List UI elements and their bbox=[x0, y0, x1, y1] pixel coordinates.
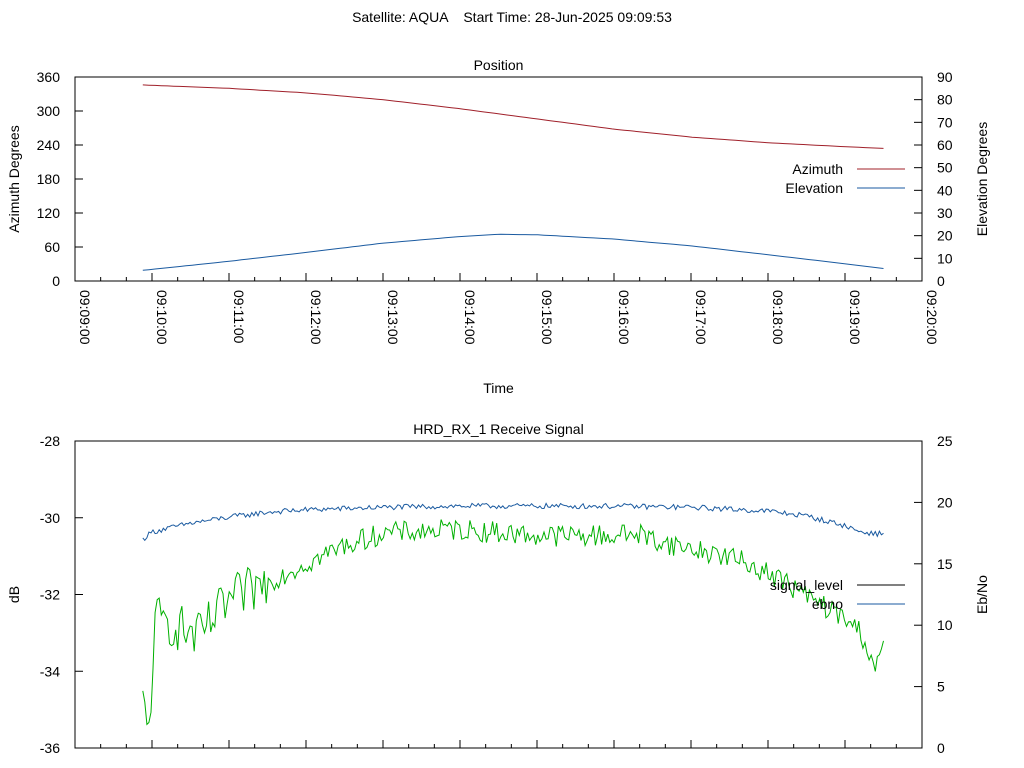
y-tick-label-right: 60 bbox=[937, 137, 953, 153]
y-tick-label-left: -28 bbox=[40, 433, 60, 449]
y-tick-label-left: 360 bbox=[37, 69, 61, 85]
y-tick-label-left: 300 bbox=[37, 103, 61, 119]
page-title: Satellite: AQUA Start Time: 28-Jun-2025 … bbox=[352, 9, 672, 25]
x-tick-label: 09:16:00 bbox=[616, 290, 632, 345]
x-tick-label: 09:13:00 bbox=[385, 290, 401, 345]
y-tick-label-right: 50 bbox=[937, 160, 953, 176]
y-tick-label-right: 10 bbox=[937, 250, 953, 266]
x-tick-label: 09:14:00 bbox=[462, 290, 478, 345]
y-tick-label-right: 0 bbox=[937, 273, 945, 289]
y-tick-label-left: 120 bbox=[37, 205, 61, 221]
y-tick-label-left: -36 bbox=[40, 740, 60, 756]
y-tick-label-left: -32 bbox=[40, 587, 60, 603]
legend-label: ebno bbox=[812, 596, 843, 612]
y-tick-label-left: 240 bbox=[37, 137, 61, 153]
x-tick-label: 09:19:00 bbox=[847, 290, 863, 345]
y-tick-label-right: 40 bbox=[937, 182, 953, 198]
chart-1: Position 0 60 120 180 240 300 360 0 10 20 30 40 50 60 7… bbox=[6, 57, 990, 396]
legend-label: Elevation bbox=[785, 180, 843, 196]
y-tick-label-right: 80 bbox=[937, 92, 953, 108]
x-tick-label: 09:18:00 bbox=[770, 290, 786, 345]
series-ebno bbox=[142, 502, 884, 542]
y-tick-label-right: 70 bbox=[937, 114, 953, 130]
x-tick-label: 09:09:00 bbox=[77, 290, 93, 345]
y-tick-label-right: 15 bbox=[937, 556, 953, 572]
y-tick-label-right: 90 bbox=[937, 69, 953, 85]
y-axis-label-left: Azimuth Degrees bbox=[6, 125, 22, 232]
plot-frame bbox=[74, 440, 923, 749]
x-axis-label: Time bbox=[483, 380, 514, 396]
x-tick-label: 09:15:00 bbox=[539, 290, 555, 345]
series-signal-trace bbox=[142, 519, 884, 726]
x-tick-label: 09:12:00 bbox=[308, 290, 324, 345]
legend-label: signal_level bbox=[770, 577, 843, 593]
y-tick-label-left: 60 bbox=[44, 239, 60, 255]
y-tick-label-left: -30 bbox=[40, 510, 60, 526]
series-elevation bbox=[142, 233, 884, 271]
series-azimuth bbox=[142, 84, 884, 149]
y-axis-label-left: dB bbox=[6, 586, 22, 603]
legend-label: Azimuth bbox=[792, 161, 843, 177]
chart-title: Position bbox=[474, 57, 524, 73]
y-tick-label-left: 0 bbox=[52, 273, 60, 289]
x-tick-label: 09:17:00 bbox=[693, 290, 709, 345]
y-tick-label-right: 0 bbox=[937, 740, 945, 756]
y-tick-label-right: 20 bbox=[937, 228, 953, 244]
x-tick-label: 09:10:00 bbox=[154, 290, 170, 345]
x-tick-label: 09:20:00 bbox=[924, 290, 940, 345]
y-tick-label-right: 25 bbox=[937, 433, 953, 449]
x-tick-label: 09:11:00 bbox=[231, 290, 247, 344]
y-tick-label-left: -34 bbox=[40, 663, 60, 679]
y-tick-label-right: 20 bbox=[937, 494, 953, 510]
y-tick-label-right: 30 bbox=[937, 205, 953, 221]
y-tick-label-right: 5 bbox=[937, 679, 945, 695]
chart-2: HRD_RX_1 Receive Signal -36 -34 -32 -30 -28 0 5… bbox=[6, 421, 990, 756]
y-axis-label-right: Elevation Degrees bbox=[974, 122, 990, 236]
chart-title: HRD_RX_1 Receive Signal bbox=[413, 421, 583, 437]
plot-frame bbox=[74, 76, 923, 282]
y-axis-label-right: Eb/No bbox=[974, 575, 990, 614]
y-tick-label-left: 180 bbox=[37, 171, 61, 187]
y-tick-label-right: 10 bbox=[937, 617, 953, 633]
